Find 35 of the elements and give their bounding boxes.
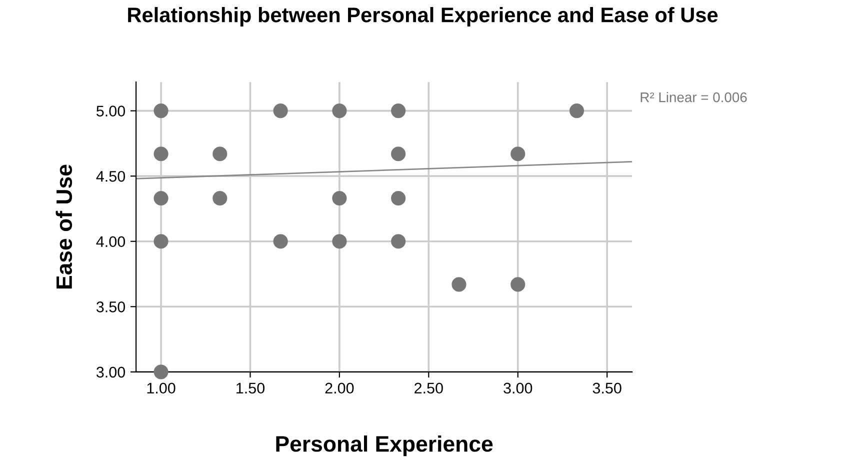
point <box>332 190 347 206</box>
chart-title: Relationship between Personal Experience and Ease of Use <box>128 7 718 26</box>
point <box>273 104 288 118</box>
point <box>391 190 406 206</box>
x-axis-title: Personal Experience <box>276 435 493 456</box>
point <box>332 104 347 118</box>
point <box>212 146 228 162</box>
y-tick-label: 5.00 <box>96 106 126 116</box>
point <box>154 190 168 206</box>
point <box>510 277 526 292</box>
point <box>154 364 168 380</box>
point <box>569 104 584 118</box>
point <box>391 234 406 249</box>
point <box>154 234 168 249</box>
y-axis-title: Ease of Use <box>56 164 72 288</box>
point <box>391 146 406 162</box>
y-tick-label: 4.50 <box>96 170 126 182</box>
text: R² Linear = 0.006 <box>640 92 747 102</box>
y-tick-label: 4.00 <box>96 236 126 248</box>
x-tick-label: 2.00 <box>325 382 354 394</box>
point <box>154 146 168 162</box>
y-tick-label: 3.00 <box>96 366 126 378</box>
point <box>510 146 526 162</box>
point <box>273 234 288 249</box>
point <box>391 104 406 118</box>
point <box>212 190 228 206</box>
point <box>452 277 466 292</box>
y-tick-label: 3.50 <box>96 302 126 312</box>
x-tick-label: 1.00 <box>147 382 176 394</box>
x-tick-label: 2.50 <box>414 382 443 394</box>
point <box>332 234 347 249</box>
x-tick-label: 1.50 <box>236 382 265 394</box>
point <box>154 104 168 118</box>
x-tick-label: 3.50 <box>592 382 622 394</box>
x-tick-label: 3.00 <box>504 382 532 394</box>
